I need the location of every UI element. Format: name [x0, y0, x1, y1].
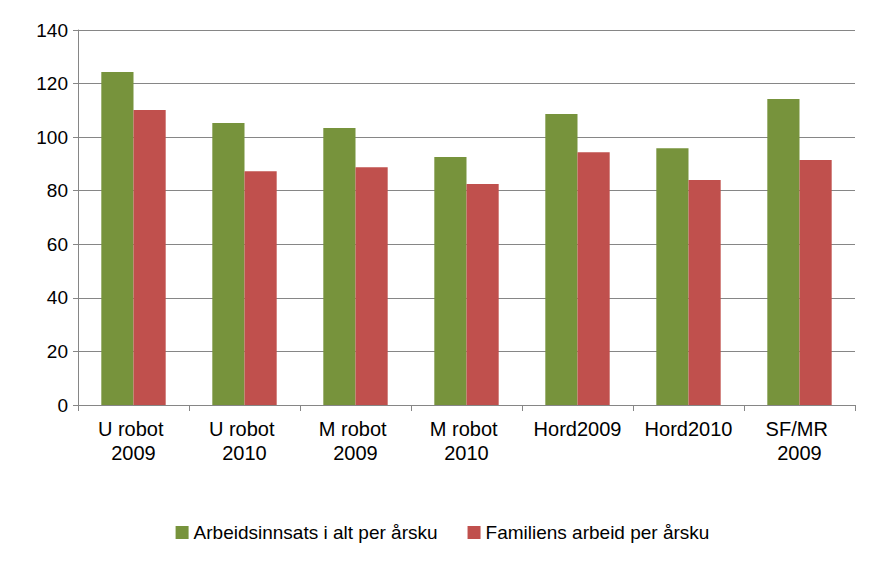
svg-text:20: 20: [47, 341, 68, 362]
svg-text:60: 60: [47, 234, 68, 255]
svg-text:100: 100: [36, 127, 68, 148]
svg-text:SF/MR: SF/MR: [766, 418, 834, 440]
svg-text:120: 120: [36, 73, 68, 94]
svg-text:Hord2009: Hord2009: [534, 418, 622, 440]
svg-text:U robot: U robot: [98, 418, 169, 440]
svg-text:2009: 2009: [111, 442, 156, 464]
svg-text:2009: 2009: [333, 442, 378, 464]
svg-text:Arbeidsinnsats i alt per årsku: Arbeidsinnsats i alt per årsku: [194, 522, 438, 543]
svg-text:M robot: M robot: [430, 418, 503, 440]
svg-text:2010: 2010: [222, 442, 267, 464]
svg-text:U robot: U robot: [209, 418, 280, 440]
svg-text:Hord2010: Hord2010: [645, 418, 733, 440]
svg-text:40: 40: [47, 287, 68, 308]
svg-text:0: 0: [57, 395, 68, 416]
svg-text:80: 80: [47, 180, 68, 201]
svg-text:2009: 2009: [777, 442, 822, 464]
svg-text:140: 140: [36, 20, 68, 41]
svg-text:2010: 2010: [444, 442, 489, 464]
svg-text:Familiens arbeid per årsku: Familiens arbeid per årsku: [486, 522, 710, 543]
svg-text:M robot: M robot: [319, 418, 392, 440]
